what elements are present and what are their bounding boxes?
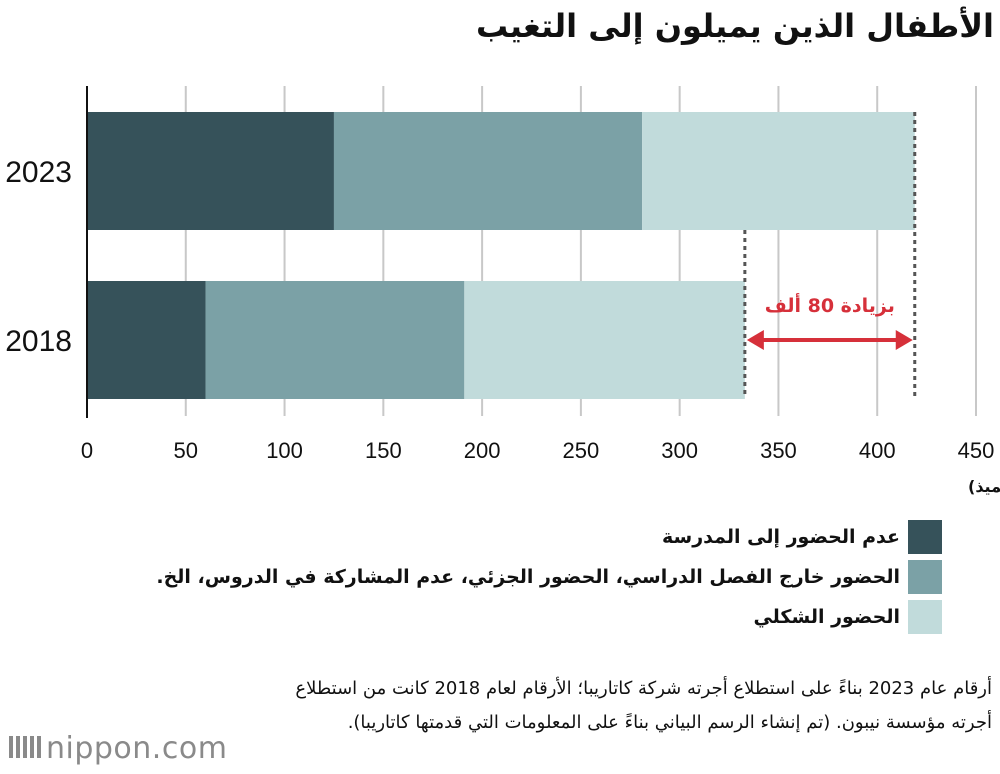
- legend-item-partial: الحضور خارج الفصل الدراسي، الحضور الجزئي…: [42, 558, 942, 596]
- legend-item-absent: عدم الحضور إلى المدرسة: [42, 518, 942, 556]
- legend-swatch-partial: [908, 560, 942, 594]
- x-tick-label: 400: [859, 438, 896, 463]
- logo-text: nippon.com: [46, 730, 228, 766]
- year-label: 2023: [5, 156, 72, 189]
- chart-title: الأطفال الذين يميلون إلى التغيب: [476, 7, 994, 45]
- arrowhead-left: [746, 330, 764, 350]
- bar-segment: [87, 281, 206, 399]
- increase-label: بزيادة 80 ألف: [765, 293, 895, 317]
- year-label: 2018: [5, 325, 72, 358]
- bar-segment: [333, 112, 643, 230]
- x-tick-label: 0: [81, 438, 93, 463]
- bar-chart: 0 50 100 150 200 250 300 350 400 450 2023 2018 (1000…: [5, 86, 1000, 496]
- x-axis-unit: (1000 تلميذ): [968, 477, 1000, 496]
- source-note: أرقام عام 2023 بناءً على استطلاع أجرته ش…: [295, 678, 992, 733]
- legend: عدم الحضور إلى المدرسة الحضور خارج الفصل…: [42, 518, 942, 638]
- x-tick-label: 250: [563, 438, 600, 463]
- bar-segment: [464, 281, 745, 399]
- x-tick-label: 50: [174, 438, 198, 463]
- bar-segment: [642, 112, 915, 230]
- legend-label-absent: عدم الحضور إلى المدرسة: [661, 526, 900, 548]
- x-axis: 0 50 100 150 200 250 300 350 400 450 2023 2018 (1000…: [5, 86, 1000, 496]
- legend-label-partial: الحضور خارج الفصل الدراسي، الحضور الجزئي…: [156, 566, 900, 588]
- bars: [87, 112, 915, 399]
- legend-swatch-absent: [908, 520, 942, 554]
- increase-annotation: بزيادة 80 ألف: [743, 112, 917, 398]
- arrowhead-right: [895, 330, 913, 350]
- bar-segment: [87, 112, 334, 230]
- legend-label-nominal: الحضور الشكلي: [753, 606, 900, 628]
- x-tick-label: 300: [661, 438, 698, 463]
- legend-swatch-nominal: [908, 600, 942, 634]
- legend-item-nominal: الحضور الشكلي: [42, 598, 942, 636]
- bar-segment: [205, 281, 465, 399]
- x-tick-label: 450: [958, 438, 995, 463]
- x-tick-label: 350: [760, 438, 797, 463]
- nippon-logo: nippon.com: [6, 728, 227, 768]
- x-tick-label: 150: [365, 438, 402, 463]
- x-tick-label: 100: [266, 438, 303, 463]
- nippon-logo-icon: [9, 736, 41, 758]
- x-tick-label: 200: [464, 438, 501, 463]
